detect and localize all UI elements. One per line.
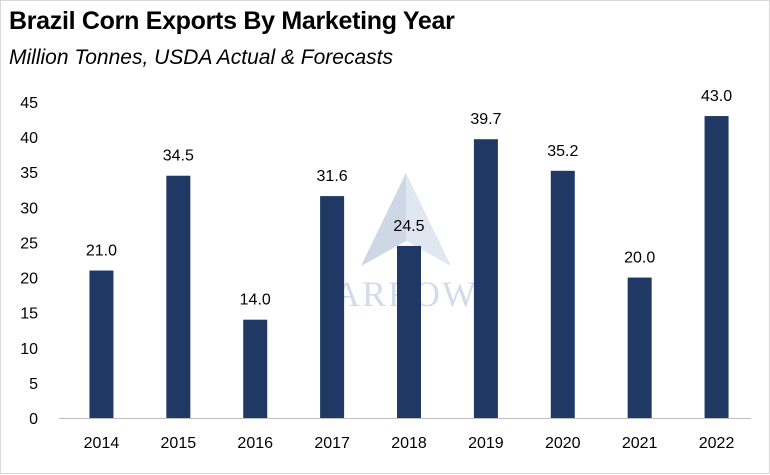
y-tick-label: 10 [20,341,38,358]
bar [89,270,114,418]
bar [243,319,268,418]
x-category-label: 2019 [468,435,504,452]
chart-subtitle: Million Tonnes, USDA Actual & Forecasts [9,46,393,69]
bar [627,277,652,418]
y-tick-label: 35 [20,165,38,182]
bar-value-label: 14.0 [240,292,271,309]
x-category-label: 2015 [161,435,197,452]
x-category-label: 2014 [84,435,120,452]
x-category-label: 2020 [545,435,581,452]
bar-value-label: 35.2 [547,143,578,160]
x-category-label: 2018 [391,435,427,452]
bar-value-label: 39.7 [470,111,501,128]
bar-value-label: 43.0 [701,88,732,105]
y-tick-label: 0 [29,411,38,428]
chart-title: Brazil Corn Exports By Marketing Year [9,7,455,35]
bar [704,116,729,419]
y-axis-ticks: 0 5 10 15 20 25 30 35 40 45 [20,95,38,428]
bar-value-label: 24.5 [393,218,424,235]
x-category-label: 2022 [699,435,735,452]
y-tick-label: 40 [20,130,38,147]
x-category-label: 2016 [237,435,273,452]
bar [320,196,345,418]
bar-value-label: 20.0 [624,250,655,267]
y-tick-label: 45 [20,95,38,112]
x-category-label: 2021 [622,435,658,452]
bar [397,245,421,418]
bars [89,116,729,419]
y-tick-label: 20 [20,271,38,288]
bar [166,175,191,418]
y-tick-label: 30 [20,200,38,217]
y-tick-label: 25 [20,235,38,252]
bar [550,170,575,418]
data-labels: 21.0 34.5 14.0 31.6 24.5 39.7 35.2 20.0 43.0 [86,88,732,309]
bar [473,139,498,418]
bar-value-label: 34.5 [163,148,194,165]
x-axis-categories: 2014 2015 2016 2017 2018 2019 2020 2021 2022 [84,435,735,452]
x-category-label: 2017 [314,435,350,452]
y-tick-label: 5 [29,376,38,393]
bar-value-label: 21.0 [86,243,117,260]
watermark-arrow-facet [361,173,406,266]
y-tick-label: 15 [20,306,38,323]
bar-value-label: 31.6 [317,168,348,185]
